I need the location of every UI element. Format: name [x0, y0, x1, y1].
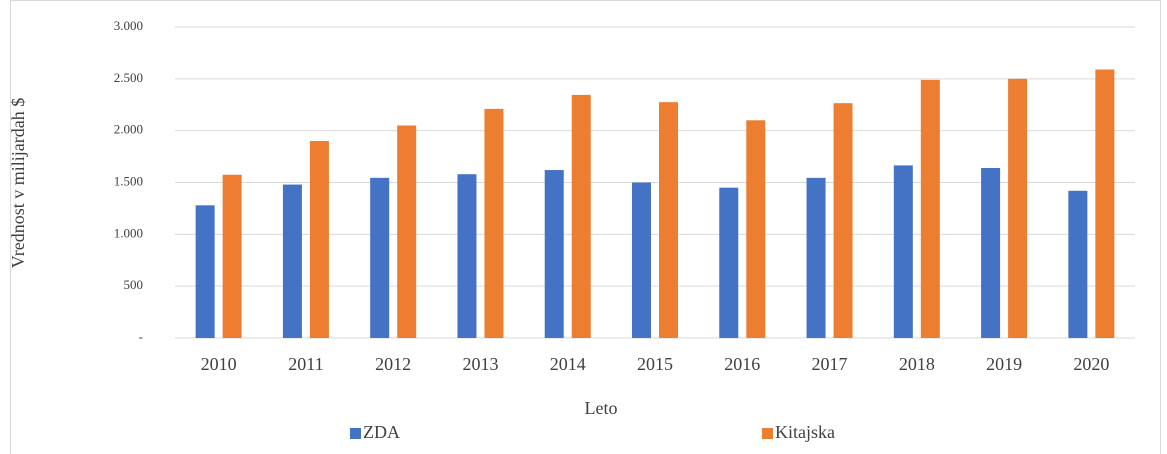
legend-label: Kitajska — [775, 422, 835, 442]
chart-border — [10, 0, 1161, 454]
bar — [920, 79, 940, 339]
x-tick-label: 2018 — [899, 354, 935, 374]
bar — [222, 174, 242, 338]
y-tick-label: - — [139, 329, 143, 344]
bar — [309, 141, 329, 338]
y-tick-label: 2.500 — [114, 70, 143, 85]
y-tick-label: 2.000 — [114, 122, 143, 137]
bar — [719, 187, 739, 338]
bar — [484, 108, 504, 338]
x-tick-label: 2016 — [724, 354, 760, 374]
bar — [571, 94, 591, 338]
bar — [746, 120, 766, 338]
bar — [1095, 69, 1115, 339]
bar — [659, 102, 678, 339]
bar — [833, 103, 853, 338]
x-tick-label: 2017 — [812, 354, 848, 374]
y-tick-label: 1.500 — [114, 173, 143, 188]
x-tick-label: 2010 — [201, 354, 237, 374]
y-axis-label: Vrednost v milijardah $ — [8, 98, 28, 268]
bar — [195, 205, 215, 338]
x-tick-label: 2013 — [462, 354, 498, 374]
bar — [806, 177, 826, 338]
bar — [457, 174, 477, 338]
bar — [981, 167, 1001, 338]
bar — [397, 125, 417, 338]
y-tick-label: 1.000 — [114, 225, 143, 240]
bar — [370, 177, 390, 338]
x-tick-label: 2019 — [986, 354, 1022, 374]
bar — [1008, 78, 1028, 338]
y-tick-label: 3.000 — [114, 18, 143, 33]
x-axis-label: Leto — [585, 398, 618, 418]
x-tick-label: 2020 — [1073, 354, 1109, 374]
bar — [544, 170, 564, 338]
legend-label: ZDA — [363, 422, 400, 442]
legend-swatch — [350, 428, 361, 439]
legend-swatch — [762, 428, 773, 439]
bar — [893, 165, 913, 338]
x-tick-label: 2012 — [375, 354, 411, 374]
bar — [282, 184, 302, 338]
x-tick-label: 2015 — [637, 354, 673, 374]
x-tick-label: 2014 — [550, 354, 586, 374]
x-tick-label: 2011 — [288, 354, 323, 374]
bar — [632, 182, 651, 338]
bar — [1068, 190, 1088, 338]
y-tick-label: 500 — [124, 277, 144, 292]
